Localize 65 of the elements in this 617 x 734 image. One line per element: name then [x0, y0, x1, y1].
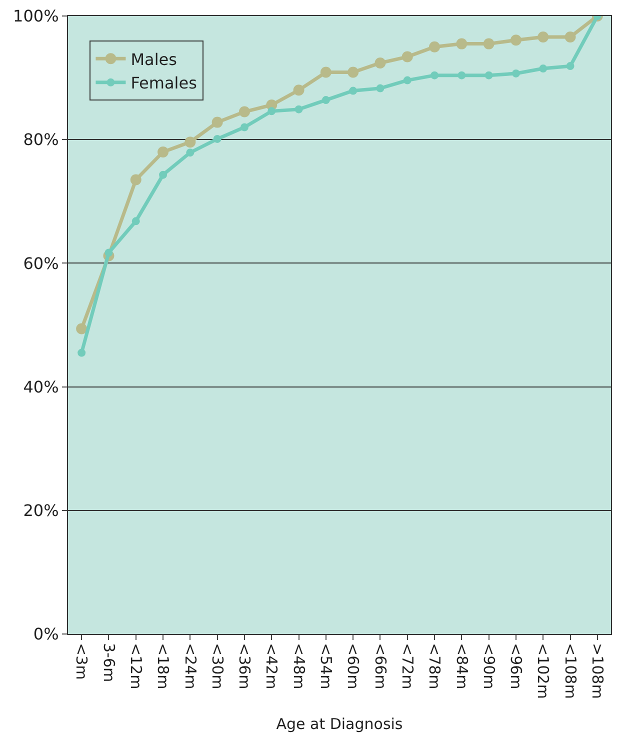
point — [456, 38, 468, 50]
x-tick-label: <54m — [317, 643, 336, 690]
point — [322, 96, 330, 104]
point — [159, 170, 168, 179]
point — [430, 71, 439, 80]
point — [186, 148, 194, 157]
y-tick-label: 40% — [23, 377, 59, 396]
y-tick-label: 0% — [33, 624, 59, 644]
point — [320, 66, 332, 78]
x-tick-label: <36m — [236, 643, 254, 690]
x-tick-label: <3m — [72, 643, 91, 680]
point — [458, 71, 466, 80]
point — [294, 105, 303, 114]
x-axis-title: Age at Diagnosis — [276, 714, 403, 733]
x-tick-label: >108m — [588, 643, 607, 699]
point — [104, 248, 113, 257]
x-tick-label: <78m — [426, 643, 444, 690]
point — [483, 38, 494, 50]
point — [538, 32, 549, 43]
point — [268, 107, 276, 116]
point — [566, 62, 574, 70]
point — [374, 57, 386, 68]
x-tick-label: <66m — [371, 643, 390, 690]
point — [184, 136, 196, 148]
point — [512, 69, 520, 78]
point — [510, 34, 522, 46]
point — [429, 41, 440, 52]
point — [130, 174, 142, 186]
x-tick-label: <96m — [507, 643, 526, 690]
x-tick-label: <108m — [561, 643, 580, 699]
x-tick-label: <72m — [398, 643, 416, 690]
x-tick-label: <30m — [208, 643, 226, 690]
x-tick-label: <18m — [154, 643, 172, 690]
x-tick-label: <90m — [480, 643, 498, 690]
x-tick-label: <42m — [262, 643, 281, 690]
point — [403, 76, 412, 84]
point — [238, 106, 250, 118]
y-tick-label: 20% — [23, 501, 59, 520]
point — [158, 146, 169, 158]
legend-label: Males — [130, 50, 177, 69]
point — [212, 116, 223, 128]
point — [348, 66, 359, 78]
legend-label: Females — [130, 74, 197, 93]
x-tick-label: <12m — [127, 643, 146, 690]
point — [293, 84, 304, 96]
point — [213, 134, 222, 143]
x-tick-label: <24m — [181, 643, 200, 690]
x-tick-label: <102m — [534, 643, 552, 699]
x-tick-label: <84m — [452, 643, 471, 690]
point — [349, 86, 358, 95]
y-tick-label: 80% — [23, 130, 59, 150]
x-tick-label: 3-6m — [100, 643, 118, 682]
point — [132, 217, 140, 226]
point — [402, 51, 413, 62]
y-tick-label: 60% — [23, 254, 59, 273]
point — [78, 348, 86, 357]
y-tick-label: 100% — [13, 6, 59, 26]
point — [564, 32, 576, 43]
x-tick-label: <48m — [290, 643, 308, 690]
point — [376, 84, 384, 92]
x-tick-label: <60m — [344, 643, 362, 690]
point — [240, 123, 248, 132]
point — [539, 64, 548, 73]
point — [484, 71, 493, 80]
point — [76, 323, 88, 334]
